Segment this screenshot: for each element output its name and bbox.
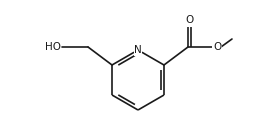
Text: O: O xyxy=(213,42,221,52)
Text: N: N xyxy=(134,45,142,55)
Text: HO: HO xyxy=(45,42,61,52)
Text: O: O xyxy=(185,15,194,25)
